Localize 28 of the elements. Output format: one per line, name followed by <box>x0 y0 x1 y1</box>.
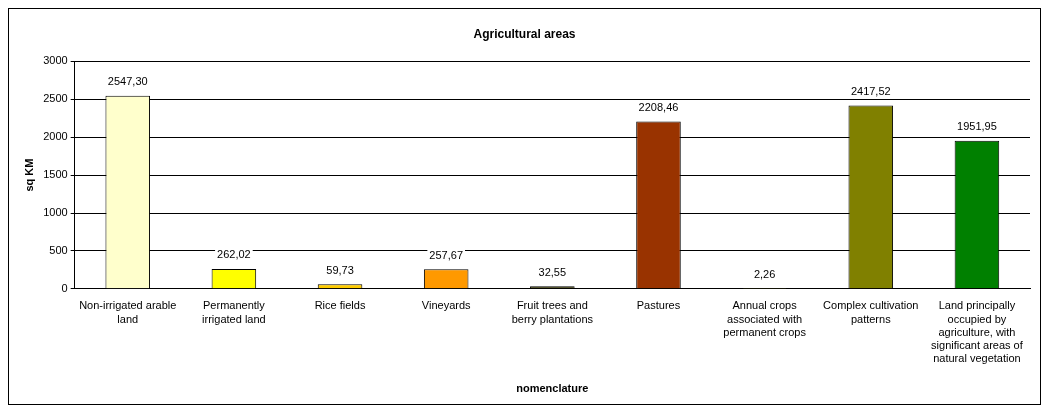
y-tick-label: 1500 <box>43 168 68 181</box>
x-tick-label: Pastures <box>636 299 681 312</box>
y-axis-title: sq KM <box>22 158 35 192</box>
data-label: 2547,30 <box>107 75 148 88</box>
x-tick-label: Permanently irrigated land <box>202 299 266 325</box>
data-label: 257,67 <box>429 248 464 261</box>
chart-title: Agricultural areas <box>473 26 576 41</box>
x-axis-title: nomenclature <box>516 382 589 395</box>
x-tick-label: Rice fields <box>314 299 366 312</box>
x-tick-label: Vineyards <box>421 299 472 312</box>
data-label: 59,73 <box>326 263 354 276</box>
x-tick-label: Land principally occupied by agriculture, with significant areas of natural vegetation <box>931 299 1024 365</box>
y-tick-label: 2500 <box>43 92 68 105</box>
x-tick-label: Complex cultivation patterns <box>823 299 919 325</box>
y-tick-label: 1000 <box>43 206 68 219</box>
data-label: 32,55 <box>538 265 567 278</box>
x-tick-label: Non-irrigated arable land <box>79 299 177 325</box>
x-tick-label: Annual crops associated with permanent crops <box>723 299 807 338</box>
data-label: 1951,95 <box>957 120 997 133</box>
data-label: 2417,52 <box>850 85 891 98</box>
y-tick-label: 0 <box>61 281 68 294</box>
x-tick-label: Fruit trees and berry plantations <box>511 299 594 325</box>
y-tick-label: 500 <box>49 243 68 256</box>
data-label: 2208,46 <box>638 100 679 113</box>
y-tick-label: 2000 <box>43 130 68 143</box>
data-label: 2,26 <box>753 268 776 281</box>
data-label: 262,02 <box>217 248 251 261</box>
y-tick-label: 3000 <box>43 54 68 67</box>
